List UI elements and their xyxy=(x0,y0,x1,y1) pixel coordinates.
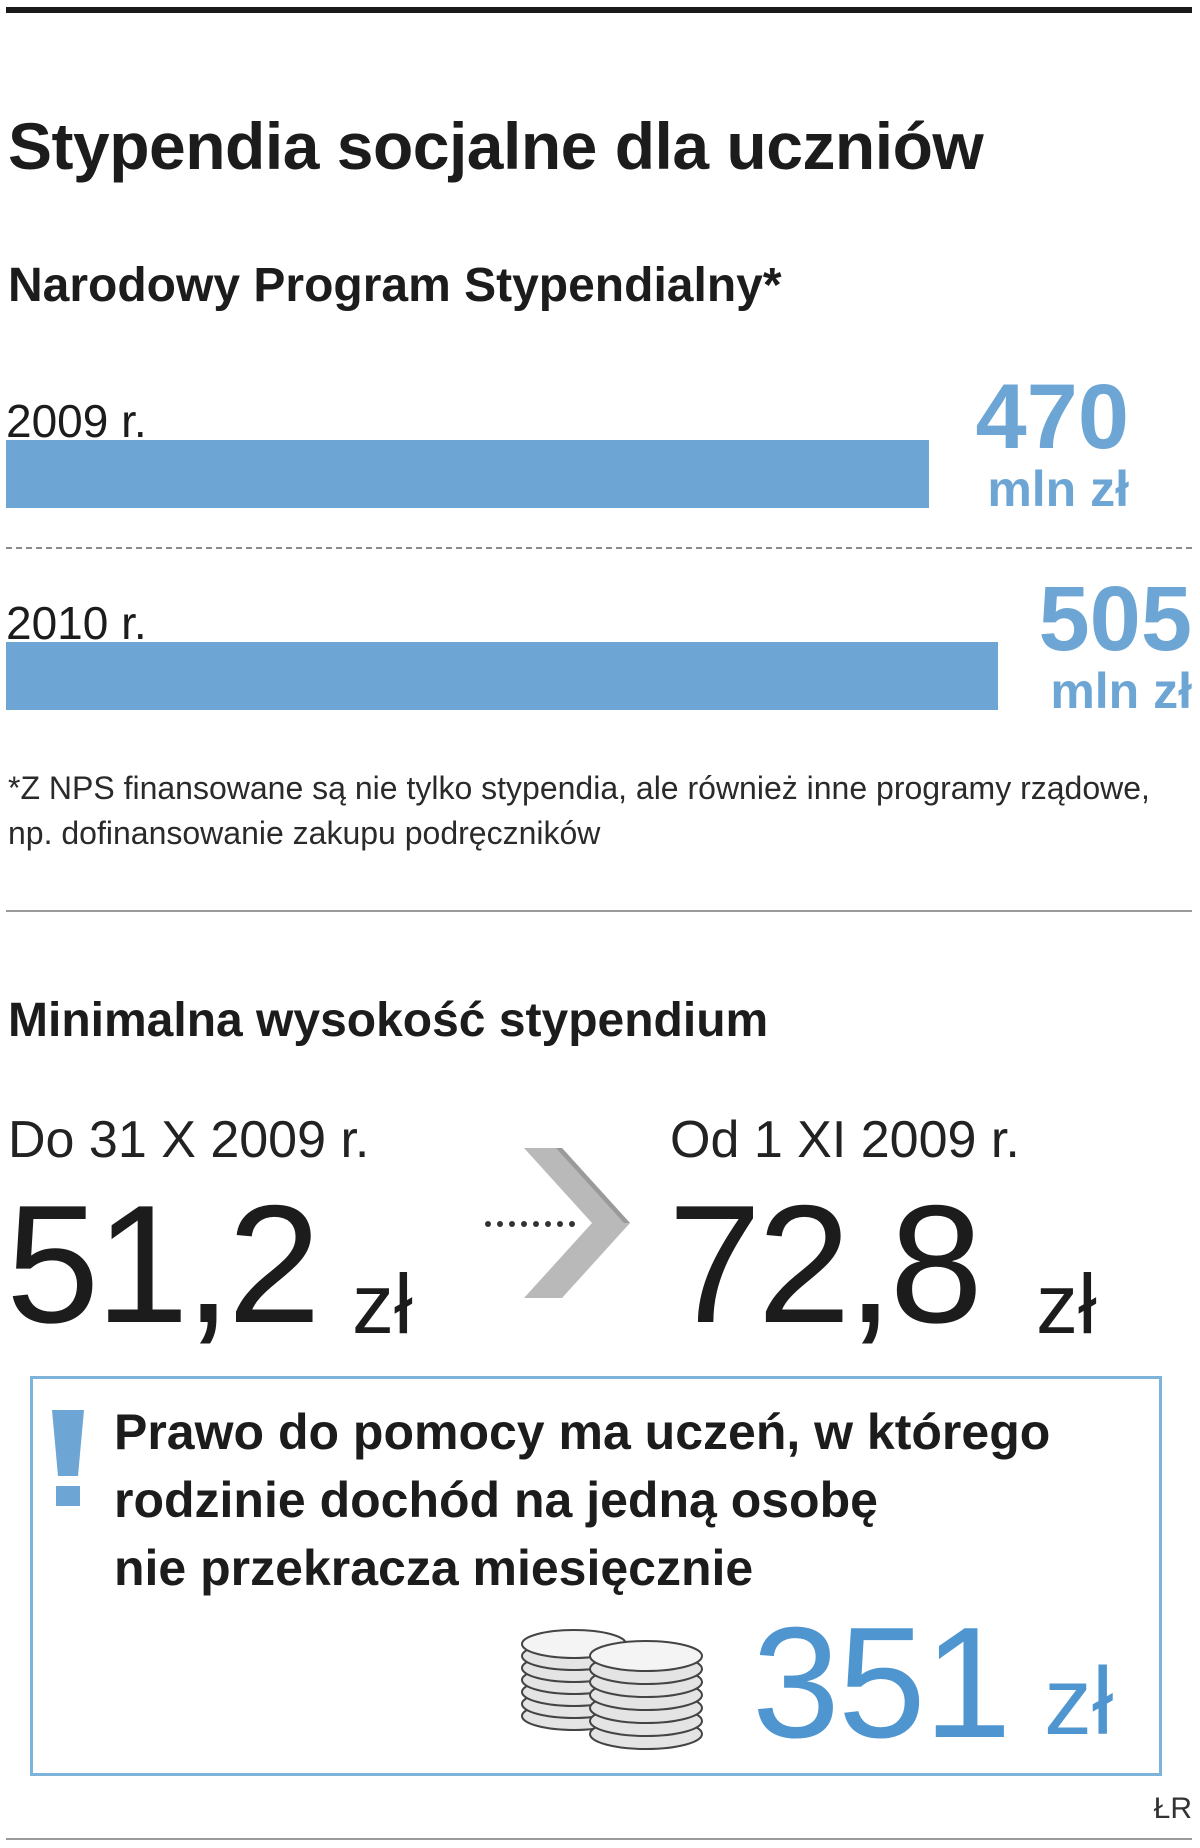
section-divider xyxy=(6,910,1192,912)
unit-label-2010: mln zł xyxy=(1050,663,1192,719)
page-title: Stypendia socjalne dla uczniów xyxy=(8,109,984,183)
value-label-2010: 505 xyxy=(1038,568,1193,670)
info-line-3: nie przekracza miesięcznie xyxy=(114,1540,754,1596)
bar-label-2009: 2009 r. xyxy=(6,395,147,447)
before-unit: zł xyxy=(352,1257,413,1351)
dashed-divider xyxy=(6,547,1192,549)
info-line-1: Prawo do pomocy ma uczeń, w którego xyxy=(114,1404,1051,1460)
coin-stack-icon xyxy=(521,1629,703,1750)
info-text: Prawo do pomocy ma uczeń, w którego rodz… xyxy=(114,1398,1154,1602)
info-box xyxy=(30,1376,1162,1776)
before-label: Do 31 X 2009 r. xyxy=(8,1111,370,1169)
exclamation-icon xyxy=(52,1410,84,1506)
value-label-2009: 470 xyxy=(975,366,1130,468)
before-amount: 51,2 xyxy=(6,1170,321,1358)
after-label: Od 1 XI 2009 r. xyxy=(670,1111,1020,1169)
minimum-heading: Minimalna wysokość stypendium xyxy=(8,994,769,1047)
author-credit: ŁR xyxy=(1153,1792,1192,1825)
chevron-right-icon xyxy=(485,1148,630,1298)
after-amount: 72,8 xyxy=(668,1170,983,1358)
unit-label-2009: mln zł xyxy=(987,461,1129,517)
bar-2010 xyxy=(6,642,998,710)
threshold-amount: 351 xyxy=(752,1595,1012,1771)
footnote: *Z NPS finansowane są nie tylko stypendi… xyxy=(8,770,1150,851)
bar-2009 xyxy=(6,440,929,508)
threshold-unit: zł xyxy=(1044,1648,1114,1755)
after-unit: zł xyxy=(1036,1257,1097,1351)
bottom-rule xyxy=(6,1838,1192,1840)
top-rule xyxy=(6,7,1192,13)
info-line-2: rodzinie dochód na jedną osobę xyxy=(114,1472,878,1528)
bar-label-2010: 2010 r. xyxy=(6,597,147,649)
chart-title: Narodowy Program Stypendialny* xyxy=(8,259,782,312)
